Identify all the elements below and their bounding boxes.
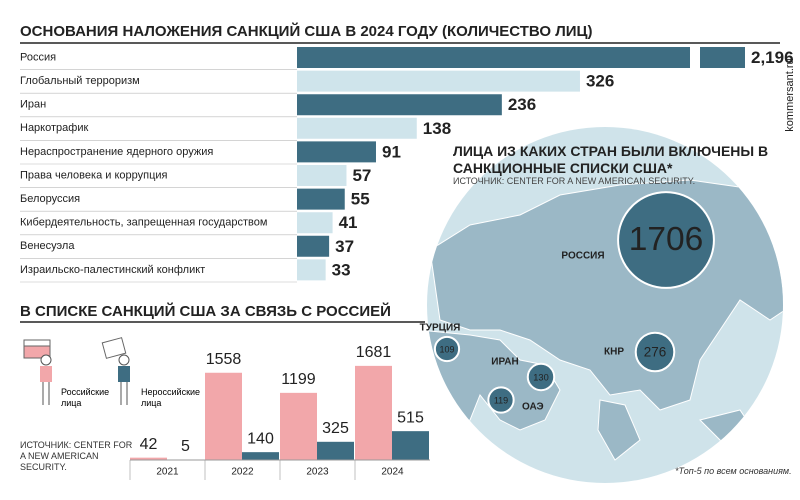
bar — [297, 235, 330, 257]
map-title: ЛИЦА ИЗ КАКИХ СТРАН БЫЛИ ВКЛЮЧЕНЫ В САНК… — [453, 143, 769, 176]
map-subtitle: ИСТОЧНИК: CENTER FOR A NEW AMERICAN SECU… — [453, 176, 696, 186]
country-label: КНР — [604, 347, 624, 358]
value-label: 1199 — [281, 371, 316, 388]
country-label: ТУРЦИЯ — [420, 323, 461, 334]
bar — [355, 365, 392, 460]
country-label: ОАЭ — [522, 402, 544, 413]
category-label: Наркотрафик — [20, 122, 88, 134]
category-label: Права человека и коррупция — [20, 169, 168, 181]
bar — [297, 94, 502, 116]
chart-title: ОСНОВАНИЯ НАЛОЖЕНИЯ САНКЦИЙ США В 2024 Г… — [20, 22, 592, 40]
bubble — [634, 331, 676, 373]
bar — [280, 392, 317, 460]
bubble-value: 276 — [644, 345, 666, 360]
bubble-value: 130 — [533, 372, 548, 382]
category-label: Иран — [20, 99, 46, 111]
bar — [297, 259, 326, 281]
x-tick-label: 2021 — [156, 467, 179, 478]
value-label: 325 — [322, 420, 349, 437]
category-label: Нераспространение ядерного оружия — [20, 146, 213, 158]
category-label: Венесуэла — [20, 240, 75, 252]
value-label: 140 — [247, 430, 274, 447]
country-label: ИРАН — [491, 357, 518, 368]
bubble — [487, 386, 515, 414]
x-tick-label: 2022 — [231, 467, 254, 478]
value-label: 33 — [332, 260, 351, 279]
bar — [297, 212, 333, 234]
bar — [130, 457, 167, 460]
category-label: Глобальный терроризм — [20, 75, 140, 87]
value-label: 1558 — [206, 351, 242, 368]
category-label: Белоруссия — [20, 193, 80, 205]
bar — [297, 47, 745, 68]
value-label: 42 — [140, 436, 158, 453]
value-label: 55 — [351, 190, 370, 209]
chart-title: В СПИСКЕ САНКЦИЙ США ЗА СВЯЗЬ С РОССИЕЙ — [20, 302, 391, 320]
value-label: 41 — [339, 213, 358, 232]
bubble-value: 109 — [439, 344, 454, 354]
land — [597, 399, 641, 461]
bar — [297, 117, 417, 139]
category-label: Кибердеятельность, запрещенная государст… — [20, 217, 267, 229]
bar — [205, 372, 242, 460]
value-label: 5 — [181, 438, 190, 455]
legend-label: Российские лица — [61, 387, 110, 408]
bar — [297, 165, 347, 186]
category-label: Россия — [20, 51, 56, 63]
bar — [297, 70, 580, 92]
value-label: 326 — [586, 72, 614, 91]
bubble-value: 1706 — [629, 221, 704, 258]
source: ИСТОЧНИК: CENTER FOR A NEW AMERICAN SECU… — [20, 440, 133, 472]
credit: kommersant.ru — [784, 58, 796, 131]
bar — [242, 452, 279, 460]
bar — [317, 441, 354, 460]
bubble — [617, 191, 715, 289]
bar — [297, 141, 376, 163]
country-label: РОССИЯ — [561, 251, 604, 262]
value-label: 236 — [508, 95, 536, 114]
footnote: *Топ-5 по всем основаниям. — [675, 466, 792, 476]
value-label: 138 — [423, 119, 451, 138]
bubble — [526, 362, 556, 392]
bubble-value: 119 — [494, 395, 508, 405]
value-label: 57 — [352, 166, 371, 185]
x-tick-label: 2024 — [381, 467, 404, 478]
bar — [297, 188, 345, 210]
value-label: 1681 — [356, 344, 392, 361]
legend-label: Нероссийские лица — [141, 387, 201, 408]
bubble — [433, 335, 461, 363]
value-label: 37 — [335, 237, 354, 256]
value-label: 515 — [397, 409, 424, 426]
value-label: 91 — [382, 142, 401, 161]
legend-icon — [23, 337, 130, 405]
bar — [392, 431, 429, 460]
value-label: 2,196 — [751, 48, 794, 67]
x-tick-label: 2023 — [306, 467, 329, 478]
category-label: Израильско-палестинский конфликт — [20, 264, 205, 276]
